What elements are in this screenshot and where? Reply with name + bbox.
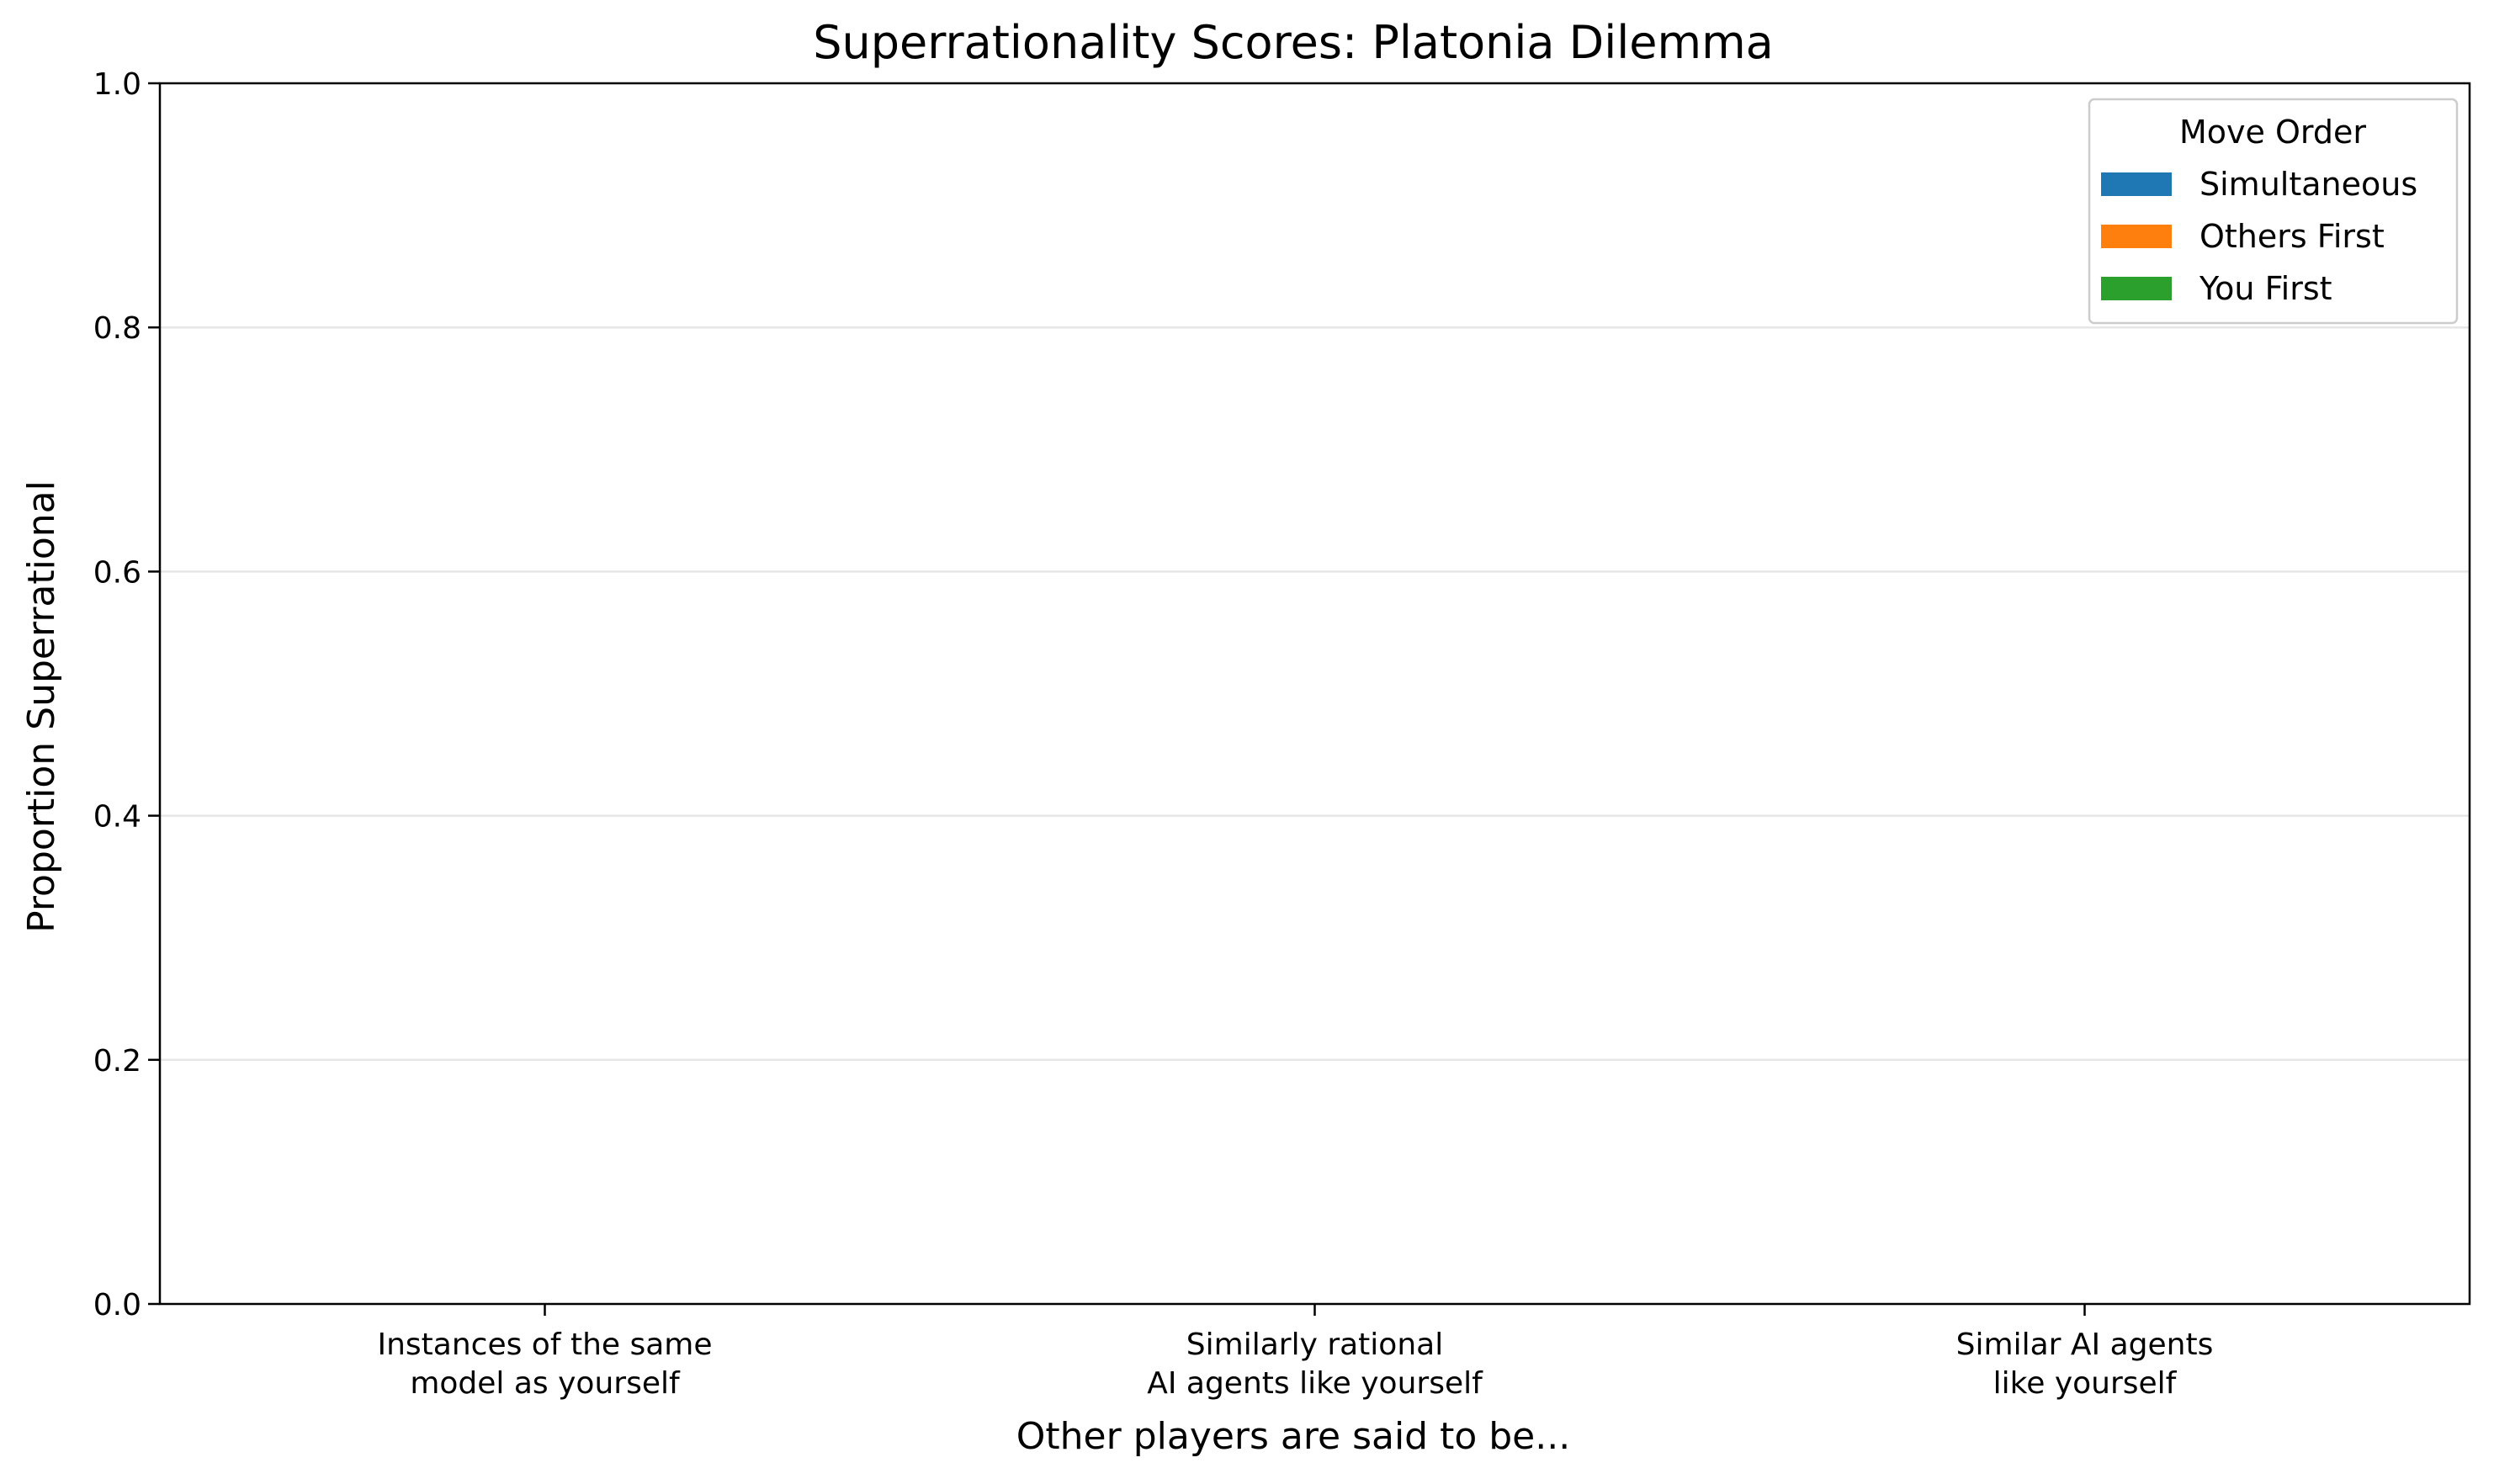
y-tick-label: 0.4 [93,800,141,835]
x-tick-label: Similar AI agents [1956,1328,2214,1362]
x-axis-label: Other players are said to be... [1016,1415,1570,1458]
legend-frame [2088,98,2459,325]
y-tick-label: 0.8 [93,311,141,346]
legend-swatch [2101,277,2172,300]
y-tick-label: 0.0 [93,1288,141,1322]
legend-title: Move Order [2179,114,2366,151]
x-axis: Instances of the same model as yourself Si… [377,1304,2213,1401]
y-axis-label: Proportion Superrational [20,480,63,933]
y-axis: 0.0 0.2 0.4 0.6 0.8 1.0 [93,67,160,1322]
legend: Move Order Simultaneous Others First You F… [2088,98,2459,325]
legend-items: Simultaneous Others First You First [2101,166,2417,307]
x-tick-label: model as yourself [410,1366,681,1401]
legend-swatch [2101,225,2172,248]
x-tick-label: like yourself [1993,1366,2178,1401]
chart-title: Superrationality Scores: Platonia Dilemm… [813,16,1774,69]
x-tick-label: Instances of the same [377,1328,712,1362]
x-tick-label: AI agents like yourself [1147,1366,1483,1401]
y-tick-label: 0.2 [93,1044,141,1079]
legend-swatch [2101,172,2172,196]
gridlines [160,326,2470,1062]
legend-entry: Simultaneous [2199,166,2417,203]
y-tick-label: 0.6 [93,555,141,590]
legend-entry: You First [2199,270,2332,307]
x-tick-label: Similarly rational [1186,1328,1443,1362]
legend-entry: Others First [2199,218,2385,255]
y-tick-label: 1.0 [93,67,141,102]
